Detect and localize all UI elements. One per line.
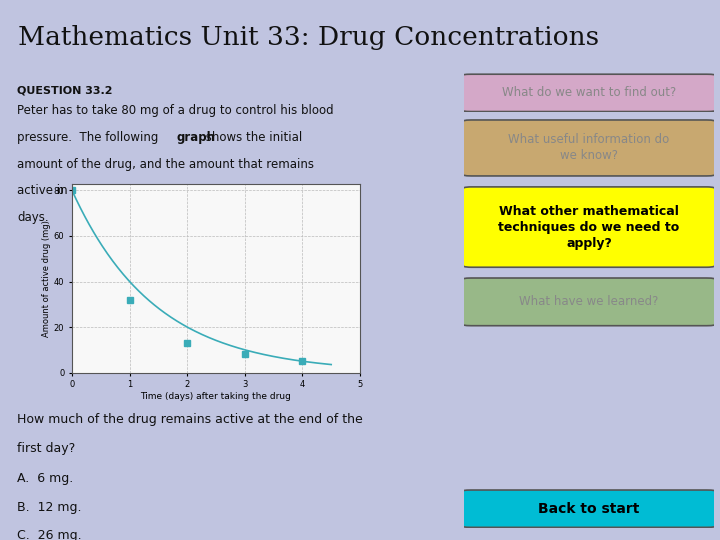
Text: graph: graph [177,131,216,144]
Text: What have we learned?: What have we learned? [519,295,659,308]
Text: What do we want to find out?: What do we want to find out? [502,86,676,99]
Text: B.  12 mg.: B. 12 mg. [17,501,81,514]
FancyBboxPatch shape [462,278,716,326]
Text: days.: days. [17,211,49,224]
Text: active in Peter’s blood after one, two, three and four: active in Peter’s blood after one, two, … [17,184,328,197]
FancyBboxPatch shape [462,74,716,112]
Text: QUESTION 33.2: QUESTION 33.2 [17,85,112,96]
Text: How much of the drug remains active at the end of the: How much of the drug remains active at t… [17,413,363,426]
Text: Mathematics Unit 33: Drug Concentrations: Mathematics Unit 33: Drug Concentrations [18,25,599,50]
FancyBboxPatch shape [462,490,716,528]
X-axis label: Time (days) after taking the drug: Time (days) after taking the drug [140,392,292,401]
Text: Peter has to take 80 mg of a drug to control his blood: Peter has to take 80 mg of a drug to con… [17,104,333,117]
Text: Back to start: Back to start [539,502,639,516]
Y-axis label: Amount of active drug (mg): Amount of active drug (mg) [42,220,51,336]
Text: amount of the drug, and the amount that remains: amount of the drug, and the amount that … [17,158,314,171]
Text: pressure.  The following: pressure. The following [17,131,162,144]
Text: What useful information do
we know?: What useful information do we know? [508,133,670,163]
Text: first day?: first day? [17,442,76,455]
Text: A.  6 mg.: A. 6 mg. [17,472,73,485]
Text: What other mathematical
techniques do we need to
apply?: What other mathematical techniques do we… [498,205,680,249]
Text: C.  26 mg.: C. 26 mg. [17,529,81,540]
FancyBboxPatch shape [462,187,716,267]
FancyBboxPatch shape [462,120,716,176]
Text: shows the initial: shows the initial [202,131,302,144]
